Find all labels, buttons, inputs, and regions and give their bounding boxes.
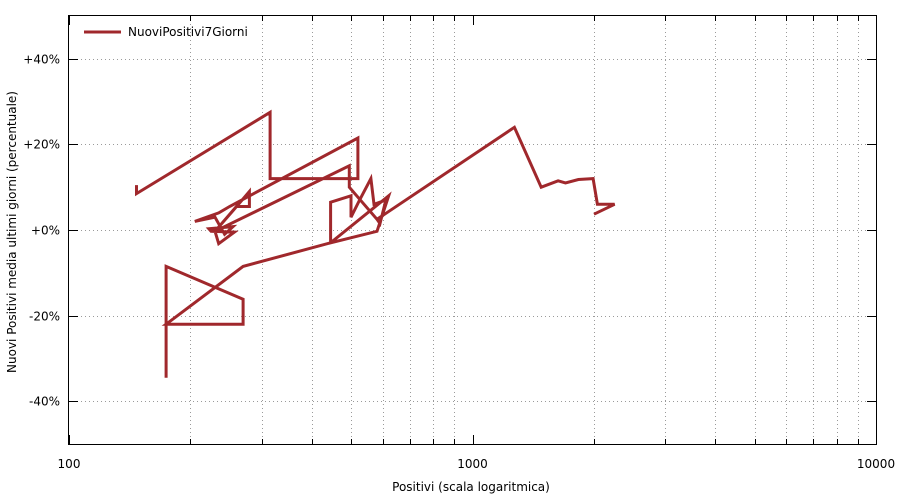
legend-label: NuoviPositivi7Giorni <box>128 25 248 39</box>
y-tick-label: +20% <box>23 138 60 152</box>
legend: NuoviPositivi7Giorni <box>84 25 248 39</box>
label-layer: +40% +20% +0% -20% -40% 100 1000 10000 <box>23 53 895 472</box>
grid-layer <box>69 16 876 444</box>
y-tick-label: -20% <box>29 310 60 324</box>
series-layer <box>135 109 616 378</box>
y-axis-title: Nuovi Positivi media ultimi giorni (perc… <box>5 91 19 373</box>
x-tick-label: 100 <box>58 457 81 471</box>
x-axis-title: Positivi (scala logaritmica) <box>392 480 550 494</box>
y-tick-label: -40% <box>29 395 60 409</box>
y-tick-label: +0% <box>31 224 60 238</box>
x-tick-label: 1000 <box>457 457 488 471</box>
plot-frame <box>68 15 877 445</box>
tick-layer <box>69 16 876 444</box>
x-tick-label: 10000 <box>857 457 895 471</box>
y-tick-label: +40% <box>23 53 60 67</box>
series-line <box>135 109 616 378</box>
